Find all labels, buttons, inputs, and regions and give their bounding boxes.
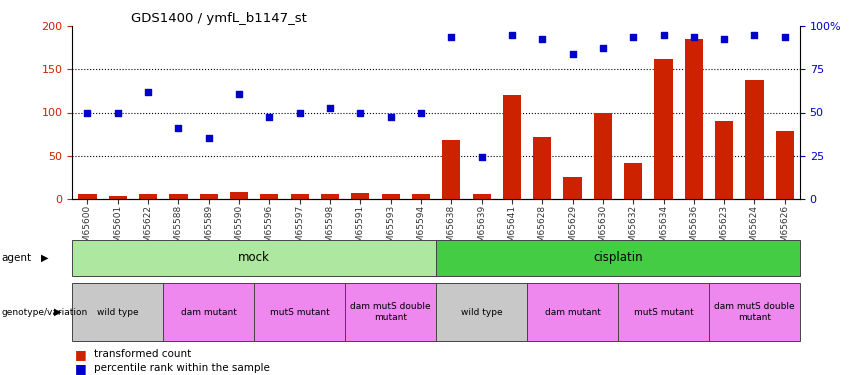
Point [778,34,791,40]
Point [657,32,671,38]
Point [111,110,124,116]
Bar [260,194,278,199]
Point [596,45,609,51]
Text: ■: ■ [75,362,87,375]
Text: cisplatin: cisplatin [593,251,643,264]
Bar [624,162,643,199]
Point [505,32,519,38]
Text: ■: ■ [75,348,87,361]
Point [232,90,246,96]
Point [626,34,640,40]
Point [535,36,549,42]
Point [353,110,367,116]
Point [263,114,277,120]
Text: ▶: ▶ [54,307,62,317]
Bar [685,39,703,199]
Text: dam mutS double
mutant: dam mutS double mutant [351,303,431,322]
Bar [351,193,369,199]
Text: mutS mutant: mutS mutant [270,308,329,316]
Bar [472,194,491,199]
Text: dam mutant: dam mutant [545,308,601,316]
Bar [654,59,672,199]
Bar [715,121,734,199]
Text: wild type: wild type [97,308,139,316]
Text: mock: mock [238,251,270,264]
Bar [109,196,127,199]
Bar [594,112,612,199]
Text: mutS mutant: mutS mutant [634,308,694,316]
Point [172,125,186,131]
Point [202,135,215,141]
Bar [412,194,430,199]
Bar [381,194,400,199]
Point [81,110,94,116]
Point [141,89,155,95]
Bar [775,132,794,199]
Point [414,110,428,116]
Bar [139,194,157,199]
Text: percentile rank within the sample: percentile rank within the sample [94,363,270,373]
Text: GDS1400 / ymfL_b1147_st: GDS1400 / ymfL_b1147_st [130,12,306,25]
Text: agent: agent [2,253,31,263]
Bar [230,192,248,199]
Point [384,114,397,120]
Bar [503,95,521,199]
Text: ▶: ▶ [41,253,49,263]
Text: dam mutS double
mutant: dam mutS double mutant [714,303,795,322]
Bar [745,80,763,199]
Point [687,34,700,40]
Text: genotype/variation: genotype/variation [2,308,88,316]
Point [323,105,337,111]
Text: dam mutant: dam mutant [180,308,237,316]
Bar [321,194,339,199]
Bar [533,136,551,199]
Point [566,51,580,57]
Bar [169,194,187,199]
Bar [290,194,309,199]
Text: transformed count: transformed count [94,350,191,359]
Point [717,36,731,42]
Bar [443,140,460,199]
Bar [200,194,218,199]
Point [444,34,458,40]
Point [748,32,762,38]
Point [293,110,306,116]
Bar [78,194,96,199]
Bar [563,177,581,199]
Text: wild type: wild type [460,308,502,316]
Point [475,154,488,160]
